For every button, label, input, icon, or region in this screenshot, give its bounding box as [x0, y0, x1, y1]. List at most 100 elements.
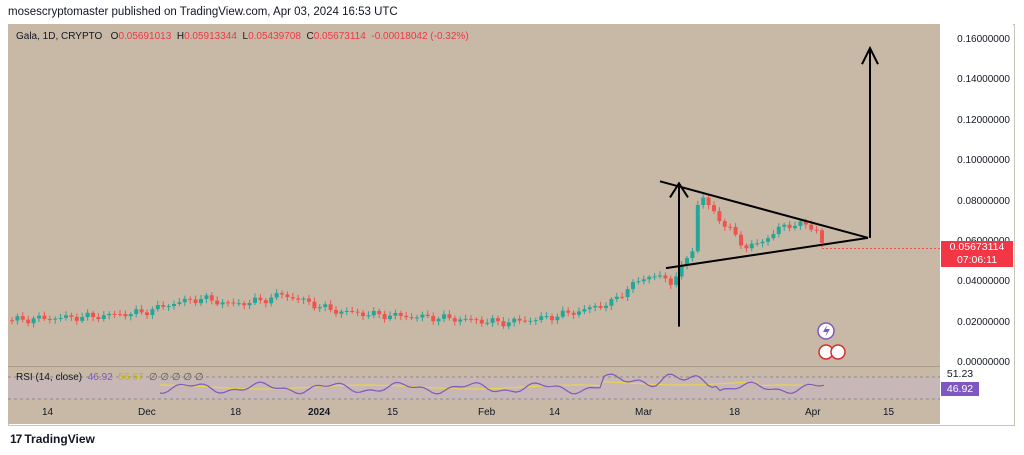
candle-body — [469, 318, 473, 320]
open-value: 0.05691013 — [118, 31, 172, 42]
candle-body — [647, 276, 652, 280]
candle-body — [771, 234, 776, 239]
candle-body — [550, 316, 554, 321]
rsi-legend-extra: ∅ ∅ ∅ ∅ ∅ — [148, 372, 204, 383]
x-tick-label: 18 — [729, 407, 741, 418]
candle-body — [91, 312, 95, 317]
candle-body — [101, 315, 106, 320]
y-tick-label: 0.04000000 — [957, 276, 1010, 288]
candle-body — [544, 316, 549, 318]
time-axis[interactable] — [8, 400, 940, 424]
last-price-badge: 0.05673114 07:06:11 — [941, 241, 1013, 267]
lightning-glyph — [823, 325, 830, 337]
candle-body — [123, 314, 128, 317]
candle-body — [290, 297, 295, 299]
candle-body — [587, 307, 592, 310]
candle-body — [31, 318, 36, 324]
candle-body — [582, 309, 587, 312]
candle-body — [323, 304, 328, 308]
candle-body — [776, 226, 781, 235]
candle-body — [393, 312, 398, 316]
candle-body — [344, 310, 349, 312]
candle-body — [166, 306, 171, 308]
candle-body — [717, 211, 722, 222]
symbol-label[interactable]: Gala, 1D, CRYPTO — [16, 31, 103, 42]
candle-body — [690, 251, 695, 259]
x-tick-label: Mar — [635, 407, 653, 418]
candle-body — [155, 305, 160, 310]
candle-body — [739, 234, 743, 246]
candle-body — [533, 320, 538, 322]
change-value: -0.00018042 (-0.32%) — [371, 31, 469, 42]
candle-body — [274, 293, 279, 298]
candle-body — [42, 315, 47, 320]
candle-body — [641, 279, 646, 282]
candle-body — [571, 312, 576, 315]
candle-body — [625, 289, 630, 297]
y-tick-label: 0.12000000 — [957, 114, 1010, 126]
tradingview-brand[interactable]: 17 TradingView — [10, 432, 95, 446]
candle-body — [382, 314, 387, 320]
candle-body — [425, 314, 430, 317]
candle-body — [560, 310, 565, 317]
high-value: 0.05913344 — [184, 31, 237, 42]
candle-body — [652, 276, 657, 278]
candle-body — [814, 229, 819, 231]
rsi-pane-divider[interactable] — [8, 366, 940, 367]
candle-body — [139, 309, 144, 313]
candle-body — [37, 315, 41, 319]
candle-body — [145, 312, 149, 316]
candle-body — [798, 221, 803, 226]
candle-body — [209, 295, 214, 301]
candle-body — [679, 264, 684, 277]
candle-body — [177, 302, 182, 305]
candle-body — [388, 315, 392, 320]
price-plot[interactable] — [8, 24, 940, 400]
candle-body — [636, 281, 641, 283]
candle-body — [787, 224, 792, 229]
candle-body — [161, 305, 166, 307]
x-tick-label: 18 — [230, 407, 242, 418]
candle-body — [258, 297, 263, 301]
candle-body — [820, 230, 824, 243]
candle-body — [760, 241, 765, 244]
candle-body — [64, 315, 68, 318]
candle-body — [663, 275, 668, 279]
candle-body — [47, 319, 52, 321]
y-tick-label: 0.00000000 — [957, 357, 1010, 368]
candle-body — [312, 301, 317, 309]
candle-body — [150, 309, 155, 316]
tradingview-logo-icon: 17 — [10, 432, 22, 446]
candle-body — [26, 319, 31, 324]
candle-body — [20, 316, 25, 320]
x-tick-label: Feb — [478, 407, 496, 418]
candle-body — [701, 197, 706, 205]
candle-body — [744, 245, 749, 249]
rsi-band — [8, 377, 940, 399]
triangle-upper-line — [659, 180, 869, 239]
candle-body — [577, 311, 581, 315]
candle-body — [458, 319, 463, 322]
candle-body — [614, 296, 619, 300]
ohlc-legend: Gala, 1D, CRYPTO O0.05691013 H0.05913344… — [16, 31, 469, 42]
rsi-line — [159, 373, 825, 395]
x-tick-label: 14 — [42, 407, 54, 418]
x-tick-label: Apr — [805, 407, 821, 418]
candle-body — [377, 310, 382, 315]
candle-body — [80, 317, 85, 321]
candle-body — [809, 224, 814, 230]
candle-body — [539, 316, 544, 321]
candle-body — [712, 205, 716, 212]
candle-body — [182, 298, 187, 303]
candle-body — [215, 300, 220, 305]
candle-body — [793, 225, 797, 229]
candle-body — [69, 315, 74, 317]
candle-body — [231, 302, 236, 304]
candle-body — [749, 243, 754, 249]
candle-body — [172, 304, 176, 307]
price-axis[interactable] — [940, 24, 1013, 400]
rsi-ma-line — [160, 381, 825, 390]
candle-body — [74, 316, 79, 321]
rsi-title[interactable]: RSI (14, close) — [16, 372, 83, 383]
us-flag-event-icon-2 — [830, 344, 846, 360]
